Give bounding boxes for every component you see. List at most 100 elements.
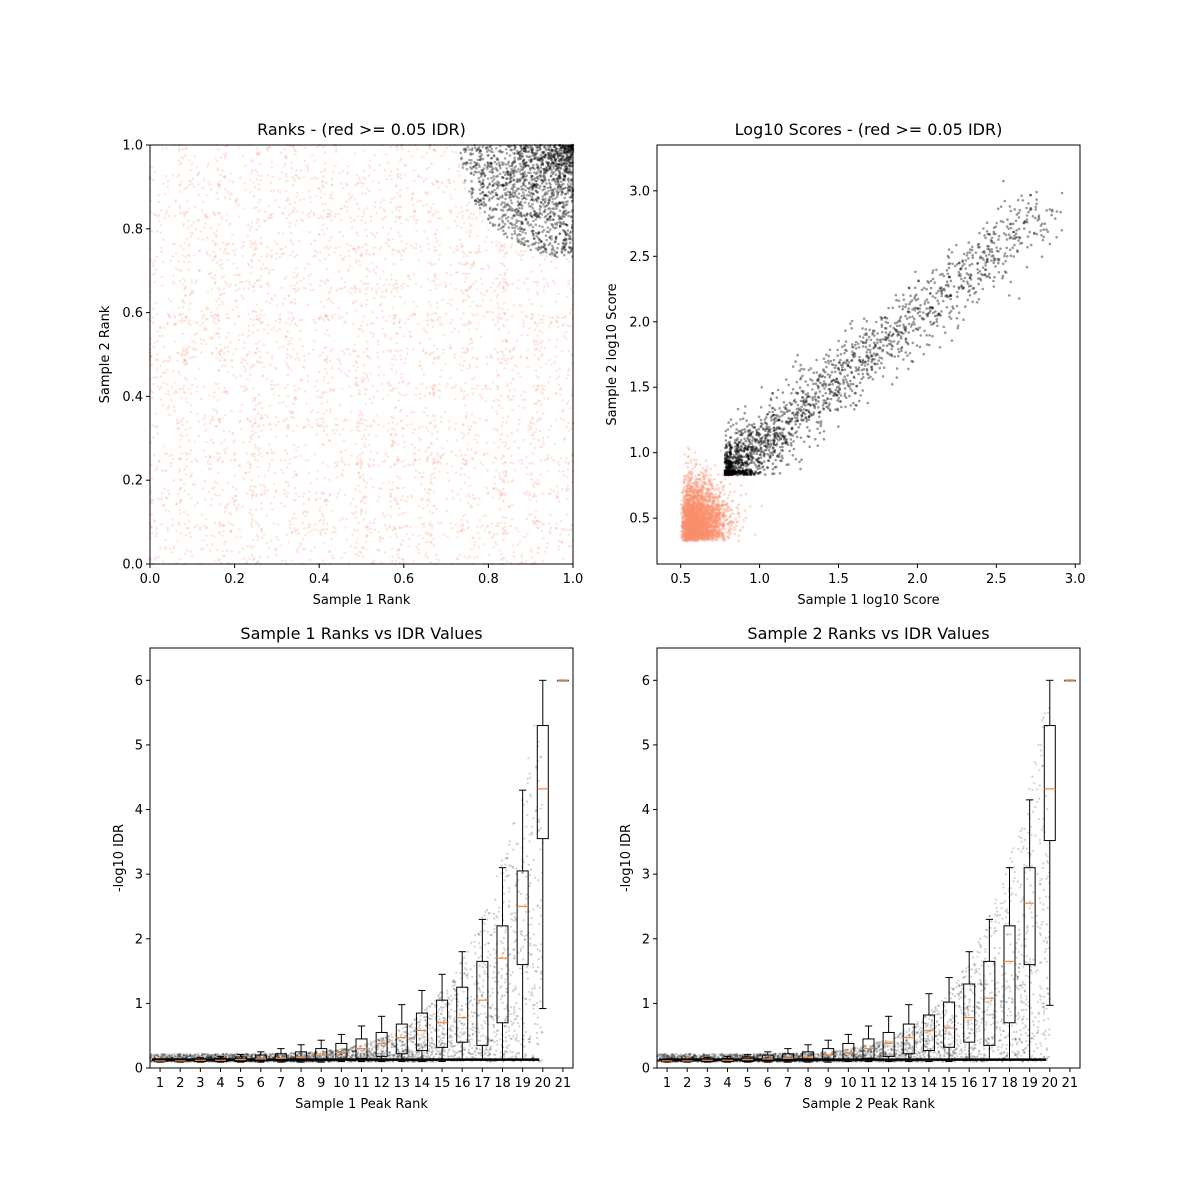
- fail-point: [499, 434, 502, 437]
- fail-point: [302, 510, 306, 513]
- fail-point: [566, 468, 570, 472]
- fail-point: [367, 189, 371, 193]
- fail-point: [545, 362, 548, 366]
- fail-point: [360, 461, 363, 464]
- fail-point: [394, 559, 398, 563]
- fail-point: [459, 487, 463, 491]
- fail-point: [356, 215, 360, 218]
- fail-point: [284, 449, 287, 453]
- fail-point: [477, 322, 480, 325]
- fail-point: [389, 201, 393, 204]
- fail-point: [218, 179, 222, 183]
- fail-point: [189, 168, 192, 172]
- pass-point: [550, 191, 554, 195]
- pass-point: [488, 221, 492, 224]
- pass-point: [552, 170, 556, 174]
- fail-point: [412, 179, 416, 183]
- pass-point: [541, 188, 544, 192]
- fail-point: [183, 353, 186, 357]
- fail-point: [257, 448, 260, 452]
- fail-point: [162, 381, 166, 385]
- fail-point: [468, 215, 471, 218]
- fail-point: [454, 471, 458, 475]
- fail-point: [271, 508, 274, 511]
- fail-point: [278, 255, 282, 259]
- pass-point: [522, 193, 526, 197]
- fail-point: [468, 328, 471, 331]
- fail-point: [549, 487, 552, 491]
- fail-point: [376, 451, 379, 455]
- fail-point: [355, 173, 358, 177]
- fail-point: [429, 477, 433, 480]
- fail-point: [332, 388, 336, 392]
- fail-point: [275, 252, 279, 255]
- fail-point: [468, 484, 472, 488]
- fail-point: [504, 469, 507, 473]
- fail-point: [315, 194, 318, 198]
- fail-point: [226, 370, 230, 374]
- fail-point: [551, 279, 555, 283]
- fail-point: [476, 313, 480, 316]
- pass-point: [505, 167, 509, 170]
- fail-point: [538, 429, 542, 433]
- fail-point: [463, 404, 467, 407]
- fail-point: [401, 379, 405, 383]
- fail-point: [343, 463, 347, 467]
- fail-point: [393, 354, 396, 358]
- fail-point: [216, 197, 220, 200]
- fail-point: [570, 288, 573, 291]
- fail-point: [289, 239, 293, 242]
- fail-point: [445, 509, 449, 512]
- fail-point: [444, 410, 447, 414]
- fail-point: [337, 172, 341, 175]
- fail-point: [284, 404, 288, 408]
- fail-point: [523, 390, 526, 394]
- fail-point: [246, 418, 249, 421]
- fail-point: [260, 361, 264, 365]
- fail-point: [398, 476, 402, 480]
- fail-point: [431, 511, 435, 515]
- fail-point: [400, 498, 403, 502]
- fail-point: [292, 276, 295, 279]
- fail-point: [372, 395, 375, 399]
- fail-point: [306, 374, 310, 377]
- fail-point: [546, 456, 549, 460]
- fail-point: [212, 277, 216, 281]
- fail-point: [252, 207, 256, 210]
- fail-point: [304, 146, 307, 150]
- fail-point: [350, 454, 353, 458]
- fail-point: [281, 212, 285, 215]
- fail-point: [371, 310, 375, 314]
- fail-point: [260, 414, 263, 417]
- fail-point: [274, 547, 278, 551]
- fail-point: [260, 243, 264, 246]
- fail-point: [541, 412, 545, 415]
- fail-point: [155, 464, 158, 468]
- fail-point: [182, 350, 186, 353]
- fail-point: [185, 350, 189, 353]
- fail-point: [517, 404, 520, 408]
- fail-point: [243, 341, 246, 345]
- fail-point: [334, 527, 337, 530]
- fail-point: [322, 522, 325, 525]
- fail-point: [285, 155, 288, 159]
- fail-point: [325, 278, 329, 282]
- fail-point: [368, 356, 372, 360]
- fail-point: [217, 296, 221, 300]
- fail-point: [444, 385, 448, 389]
- fail-point: [293, 298, 297, 301]
- fail-point: [168, 454, 172, 458]
- fail-point: [359, 475, 363, 479]
- fail-point: [377, 423, 380, 427]
- pass-point: [541, 203, 545, 206]
- pass-point: [496, 158, 499, 162]
- fail-point: [333, 432, 336, 435]
- fail-point: [294, 223, 297, 226]
- pass-point: [548, 253, 552, 256]
- fail-point: [188, 293, 192, 297]
- fail-point: [158, 388, 161, 391]
- fail-point: [175, 418, 179, 422]
- fail-point: [291, 517, 294, 520]
- fail-point: [196, 237, 200, 240]
- fail-point: [506, 382, 509, 386]
